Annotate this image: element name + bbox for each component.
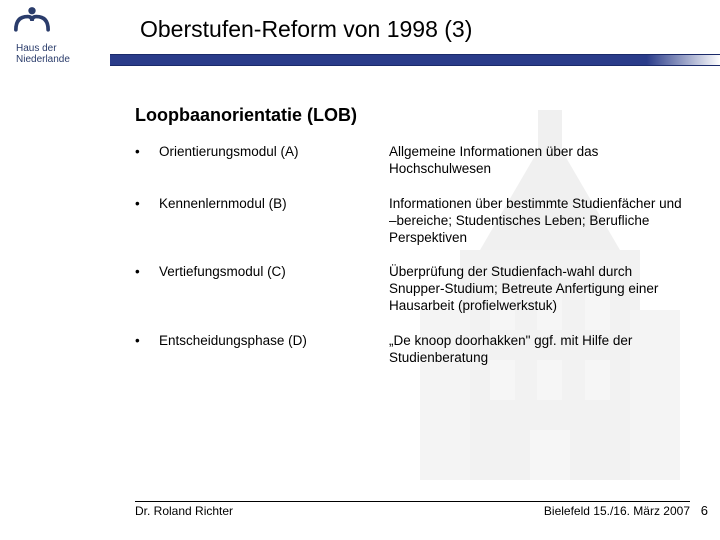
footer-line [135,501,690,502]
content: Loopbaanorientatie (LOB) • Orientierungs… [135,105,690,385]
bullet: • [135,333,159,367]
item-label: Kennenlernmodul (B) [159,196,389,247]
subtitle: Loopbaanorientatie (LOB) [135,105,690,126]
item-desc: „De knoop doorhakken" ggf. mit Hilfe der… [389,333,690,367]
item-row: • Kennenlernmodul (B) Informationen über… [135,196,690,247]
item-row: • Vertiefungsmodul (C) Überprüfung der S… [135,264,690,315]
item-desc: Allgemeine Informationen über das Hochsc… [389,144,690,178]
slide-title: Oberstufen-Reform von 1998 (3) [140,16,472,43]
item-desc: Informationen über bestimmte Studienfäch… [389,196,690,247]
bullet: • [135,196,159,247]
bullet: • [135,144,159,178]
item-label: Vertiefungsmodul (C) [159,264,389,315]
item-label: Entscheidungsphase (D) [159,333,389,367]
bullet: • [135,264,159,315]
item-row: • Entscheidungsphase (D) „De knoop doorh… [135,333,690,367]
header: Haus der Niederlande Oberstufen-Reform v… [0,0,720,70]
item-row: • Orientierungsmodul (A) Allgemeine Info… [135,144,690,178]
logo-text-1: Haus der [16,43,95,54]
title-bar [110,54,720,66]
page-number: 6 [701,503,708,518]
logo: Haus der Niederlande [10,6,95,65]
item-label: Orientierungsmodul (A) [159,144,389,178]
footer-author: Dr. Roland Richter [135,504,233,518]
footer-location: Bielefeld 15./16. März 2007 [544,504,690,518]
item-desc: Überprüfung der Studienfach-wahl durch S… [389,264,690,315]
logo-icon [10,6,54,36]
footer: Dr. Roland Richter Bielefeld 15./16. Mär… [135,501,690,518]
logo-text-2: Niederlande [16,54,95,65]
